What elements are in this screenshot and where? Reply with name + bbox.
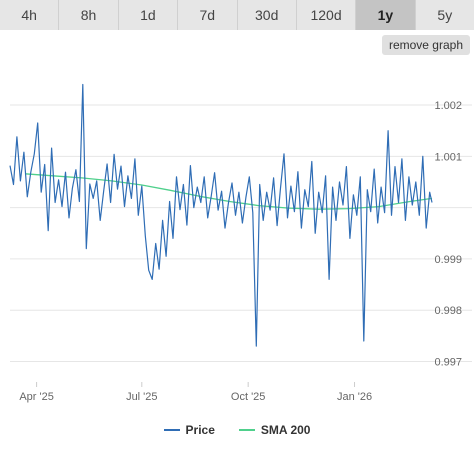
y-tick-label: 1.002	[434, 100, 462, 112]
tab-1y[interactable]: 1y	[356, 0, 416, 30]
y-tick-label: 0.998	[434, 305, 462, 317]
legend: Price SMA 200	[0, 420, 474, 440]
x-tick-label: Apr '25	[19, 391, 54, 403]
x-tick-label: Jan '26	[337, 391, 372, 403]
y-tick-label: 0.999	[434, 254, 462, 266]
tab-5y[interactable]: 5y	[415, 0, 474, 30]
tab-8h[interactable]: 8h	[59, 0, 119, 30]
legend-label-price: Price	[185, 423, 215, 437]
legend-item-price[interactable]: Price	[163, 423, 215, 437]
x-axis-labels: Apr '25 Jul '25 Oct '25 Jan '26	[19, 382, 372, 403]
price-chart: 0.997 0.998 0.999 1.001 1.002 Apr '25 Jul '25…	[9, 83, 472, 403]
x-tick-label: Jul '25	[126, 391, 157, 403]
legend-swatch-sma	[238, 429, 255, 431]
remove-graph-button[interactable]: remove graph	[381, 35, 470, 55]
legend-swatch-price	[163, 429, 180, 431]
legend-item-sma[interactable]: SMA 200	[238, 423, 311, 437]
timeframe-tabs: 4h 8h 1d 7d 30d 120d 1y 5y	[0, 0, 474, 30]
x-tick-label: Oct '25	[231, 391, 266, 403]
grid-lines	[10, 104, 472, 362]
tab-7d[interactable]: 7d	[178, 0, 238, 30]
y-tick-label: 1.001	[434, 151, 462, 163]
series-line-sma-200	[24, 173, 433, 210]
tab-1d[interactable]: 1d	[118, 0, 179, 30]
legend-label-sma: SMA 200	[260, 423, 311, 437]
y-axis-labels: 0.997 0.998 0.999 1.001 1.002	[434, 100, 462, 368]
tab-120d[interactable]: 120d	[296, 0, 357, 30]
tab-30d[interactable]: 30d	[237, 0, 297, 30]
series-line-price	[9, 83, 433, 347]
y-tick-label: 0.997	[434, 356, 462, 368]
series-lines	[9, 83, 433, 347]
tab-4h[interactable]: 4h	[0, 0, 60, 30]
